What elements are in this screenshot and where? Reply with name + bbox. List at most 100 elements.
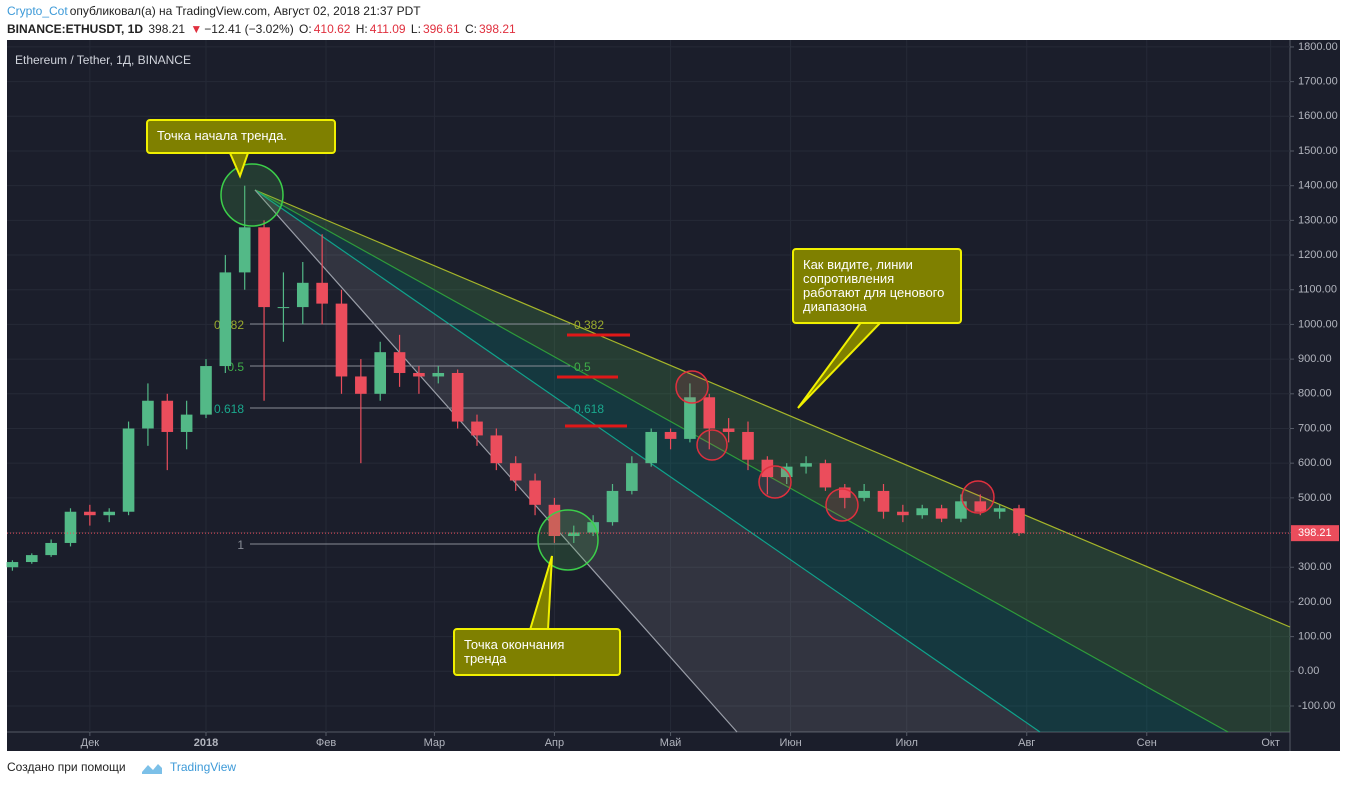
- last-price-box: [1291, 525, 1339, 542]
- down-arrow: ▼: [190, 22, 203, 36]
- change: −12.41 (−3.02%): [204, 22, 294, 36]
- candle: [1013, 504, 1025, 537]
- chart-bg: [7, 40, 1340, 751]
- published: опубликовал(а) на TradingView.com, Авгус…: [69, 4, 421, 18]
- candle-body: [296, 282, 309, 308]
- candle-body: [742, 431, 754, 460]
- candle-body: [45, 542, 57, 556]
- logo-shape: [142, 764, 162, 774]
- candle: [122, 421, 135, 516]
- candle: [296, 261, 309, 325]
- candle-body: [993, 508, 1006, 512]
- candle-body: [200, 366, 212, 415]
- y-tick-label: 300.00: [1298, 561, 1332, 573]
- candle-body: [858, 490, 870, 498]
- tv-logo: [142, 764, 162, 774]
- candle-body: [277, 307, 290, 309]
- candle: [664, 428, 677, 450]
- candle: [490, 428, 503, 471]
- y-tick-label: 1300.00: [1298, 214, 1338, 226]
- candle-body: [800, 463, 812, 467]
- fib-label: 0.618: [574, 402, 604, 416]
- y-tick-label: 1800.00: [1298, 41, 1338, 53]
- y-tick-label: 1200.00: [1298, 249, 1338, 261]
- fib-label: 0.618: [214, 402, 244, 416]
- candle-body: [374, 352, 387, 394]
- footer-brand[interactable]: TradingView: [170, 760, 237, 774]
- candle-body: [819, 463, 832, 488]
- candle: [838, 483, 851, 509]
- y-tick-label: 1600.00: [1298, 110, 1338, 122]
- candle: [471, 414, 483, 446]
- candle-body: [509, 463, 522, 481]
- candle-body: [935, 508, 948, 519]
- ohlc-label: L:: [410, 22, 421, 36]
- candle-body: [393, 352, 406, 373]
- candle: [858, 483, 870, 502]
- candle-body: [25, 555, 38, 563]
- candle-body: [103, 511, 116, 516]
- candle: [548, 497, 561, 543]
- fib-label: 0.5: [227, 360, 244, 374]
- ohlc-label: H:: [355, 22, 368, 36]
- callout: Точка окончания тренда: [453, 628, 621, 676]
- candle-body: [955, 501, 967, 519]
- candle: [355, 359, 367, 464]
- candle-body: [877, 490, 890, 512]
- candle-body: [548, 504, 561, 537]
- candle-body: [974, 501, 987, 512]
- candle: [219, 255, 232, 373]
- candle-body: [626, 463, 638, 491]
- candle: [432, 366, 445, 384]
- candle: [877, 483, 890, 519]
- y-tick-label: 1400.00: [1298, 180, 1338, 192]
- candle: [974, 494, 987, 516]
- y-tick-label: 1700.00: [1298, 76, 1338, 88]
- x-tick-label: Дек: [81, 737, 100, 749]
- candle: [180, 400, 193, 450]
- ohlc-label: C:: [464, 22, 477, 36]
- candle: [800, 456, 812, 474]
- chart-title: Ethereum / Tether, 1Д, BINANCE: [15, 53, 191, 67]
- candle-body: [838, 487, 851, 498]
- candle-body: [142, 400, 154, 429]
- candle-body: [64, 511, 77, 543]
- candle: [25, 553, 38, 564]
- y-tick-label: 600.00: [1298, 457, 1332, 469]
- red-circle: [825, 488, 859, 522]
- candle: [567, 525, 580, 543]
- candle-body: [432, 372, 445, 377]
- fib-label: 1: [237, 538, 244, 552]
- chart: 0.382 0.5 0.618 1 0.382 0.5 0.618 Ethere…: [6, 40, 1340, 751]
- candle-body: [316, 282, 328, 304]
- candle-body: [916, 508, 929, 516]
- candle-body: [587, 522, 599, 533]
- candle-body: [335, 303, 348, 377]
- candle-body: [161, 400, 174, 432]
- candle: [606, 483, 619, 526]
- candle-body: [529, 480, 541, 505]
- green-circle: [537, 509, 599, 571]
- candle: [238, 185, 251, 290]
- x-tick-label: Июл: [896, 737, 918, 749]
- header-line: Crypto_Cot опубликовал(а) на TradingView.…: [7, 4, 423, 18]
- y-tick-label: 500.00: [1298, 492, 1332, 504]
- candle-body: [664, 431, 677, 439]
- candle: [742, 421, 754, 471]
- candle: [84, 504, 96, 526]
- candle: [142, 383, 154, 446]
- candle: [819, 459, 832, 491]
- candle: [258, 220, 270, 401]
- author-link[interactable]: Crypto_Cot: [7, 4, 68, 18]
- candle: [451, 369, 464, 429]
- candle-body: [567, 532, 580, 537]
- red-circle: [961, 480, 995, 514]
- ohlc-value: 398.21: [478, 22, 516, 36]
- y-tick-label: 0.00: [1298, 665, 1319, 677]
- ohlc-value: 396.61: [422, 22, 460, 36]
- candle-body: [471, 421, 483, 436]
- candle-body: [180, 414, 193, 432]
- candle: [393, 334, 406, 387]
- y-tick-label: 1000.00: [1298, 318, 1338, 330]
